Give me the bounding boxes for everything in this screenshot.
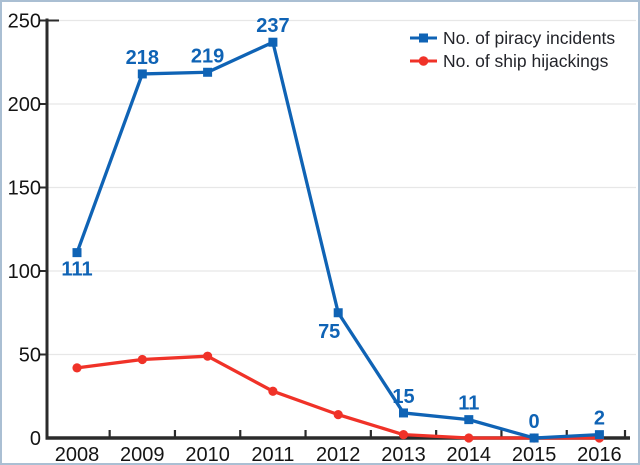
x-tick-label-2010: 2010 — [185, 444, 230, 465]
series-layer — [72, 37, 605, 443]
y-tick-label-0: 0 — [30, 428, 41, 450]
data-label-no-of-piracy-incidents-2013: 15 — [392, 386, 414, 408]
x-tick-label-2011: 2011 — [251, 444, 294, 465]
x-tick-label-2016: 2016 — [577, 444, 622, 465]
x-tick-label-2015: 2015 — [512, 444, 557, 465]
x-tick-label-2013: 2013 — [381, 444, 426, 465]
x-tick-label-2014: 2014 — [447, 444, 492, 465]
square-marker-icon — [410, 33, 437, 43]
y-tick-label-150: 150 — [8, 178, 41, 200]
circle-marker-icon — [410, 56, 437, 66]
y-tick-label-200: 200 — [8, 94, 41, 116]
data-label-no-of-piracy-incidents-2009: 218 — [126, 47, 159, 69]
data-point-no-of-ship-hijackings-2012 — [333, 410, 343, 420]
data-point-no-of-piracy-incidents-2016 — [594, 430, 604, 440]
data-point-no-of-ship-hijackings-2014 — [464, 433, 474, 443]
data-label-no-of-piracy-incidents-2015: 0 — [529, 411, 540, 433]
x-tick-label-2009: 2009 — [120, 444, 165, 465]
data-label-no-of-piracy-incidents-2014: 11 — [458, 393, 479, 415]
x-tick-label-2012: 2012 — [316, 444, 361, 465]
gridlines — [47, 19, 636, 356]
legend-item-piracy-incidents: No. of piracy incidents — [410, 27, 615, 49]
data-point-no-of-piracy-incidents-2008 — [72, 248, 82, 258]
data-point-no-of-ship-hijackings-2008 — [72, 363, 82, 373]
data-label-no-of-piracy-incidents-2016: 2 — [594, 408, 605, 430]
axes — [39, 18, 630, 440]
legend-item-ship-hijackings: No. of ship hijackings — [410, 50, 615, 72]
data-point-no-of-piracy-incidents-2009 — [137, 69, 147, 79]
data-labels-layer: 111 218 219 237 75 15 11 0 2 — [61, 15, 605, 433]
data-point-no-of-ship-hijackings-2011 — [268, 386, 278, 396]
data-label-no-of-piracy-incidents-2010: 219 — [191, 45, 224, 67]
data-point-no-of-piracy-incidents-2013 — [399, 408, 408, 418]
data-point-no-of-piracy-incidents-2011 — [268, 37, 278, 47]
legend: No. of piracy incidents No. of ship hija… — [410, 27, 615, 72]
y-tick-label-100: 100 — [8, 261, 41, 283]
data-point-no-of-piracy-incidents-2010 — [203, 67, 213, 77]
data-label-no-of-piracy-incidents-2012: 75 — [318, 321, 340, 343]
y-tick-label-250: 250 — [8, 11, 41, 33]
data-point-no-of-ship-hijackings-2013 — [398, 430, 409, 440]
x-tick-label-2008: 2008 — [55, 444, 100, 465]
data-point-no-of-piracy-incidents-2012 — [333, 308, 343, 318]
y-tick-label-50: 50 — [19, 345, 41, 367]
data-label-no-of-piracy-incidents-2011: 237 — [256, 15, 289, 37]
data-point-no-of-piracy-incidents-2014 — [464, 415, 474, 425]
data-point-no-of-piracy-incidents-2015 — [529, 433, 539, 443]
data-label-no-of-piracy-incidents-2008: 111 — [61, 259, 92, 281]
legend-label-ship-hijackings: No. of ship hijackings — [443, 50, 609, 71]
no-of-ship-hijackings-line — [76, 354, 600, 440]
data-point-no-of-ship-hijackings-2009 — [137, 354, 147, 365]
no-of-piracy-incidents-line — [75, 40, 600, 440]
legend-label-piracy-incidents: No. of piracy incidents — [443, 27, 616, 48]
data-point-no-of-ship-hijackings-2010 — [203, 351, 213, 361]
